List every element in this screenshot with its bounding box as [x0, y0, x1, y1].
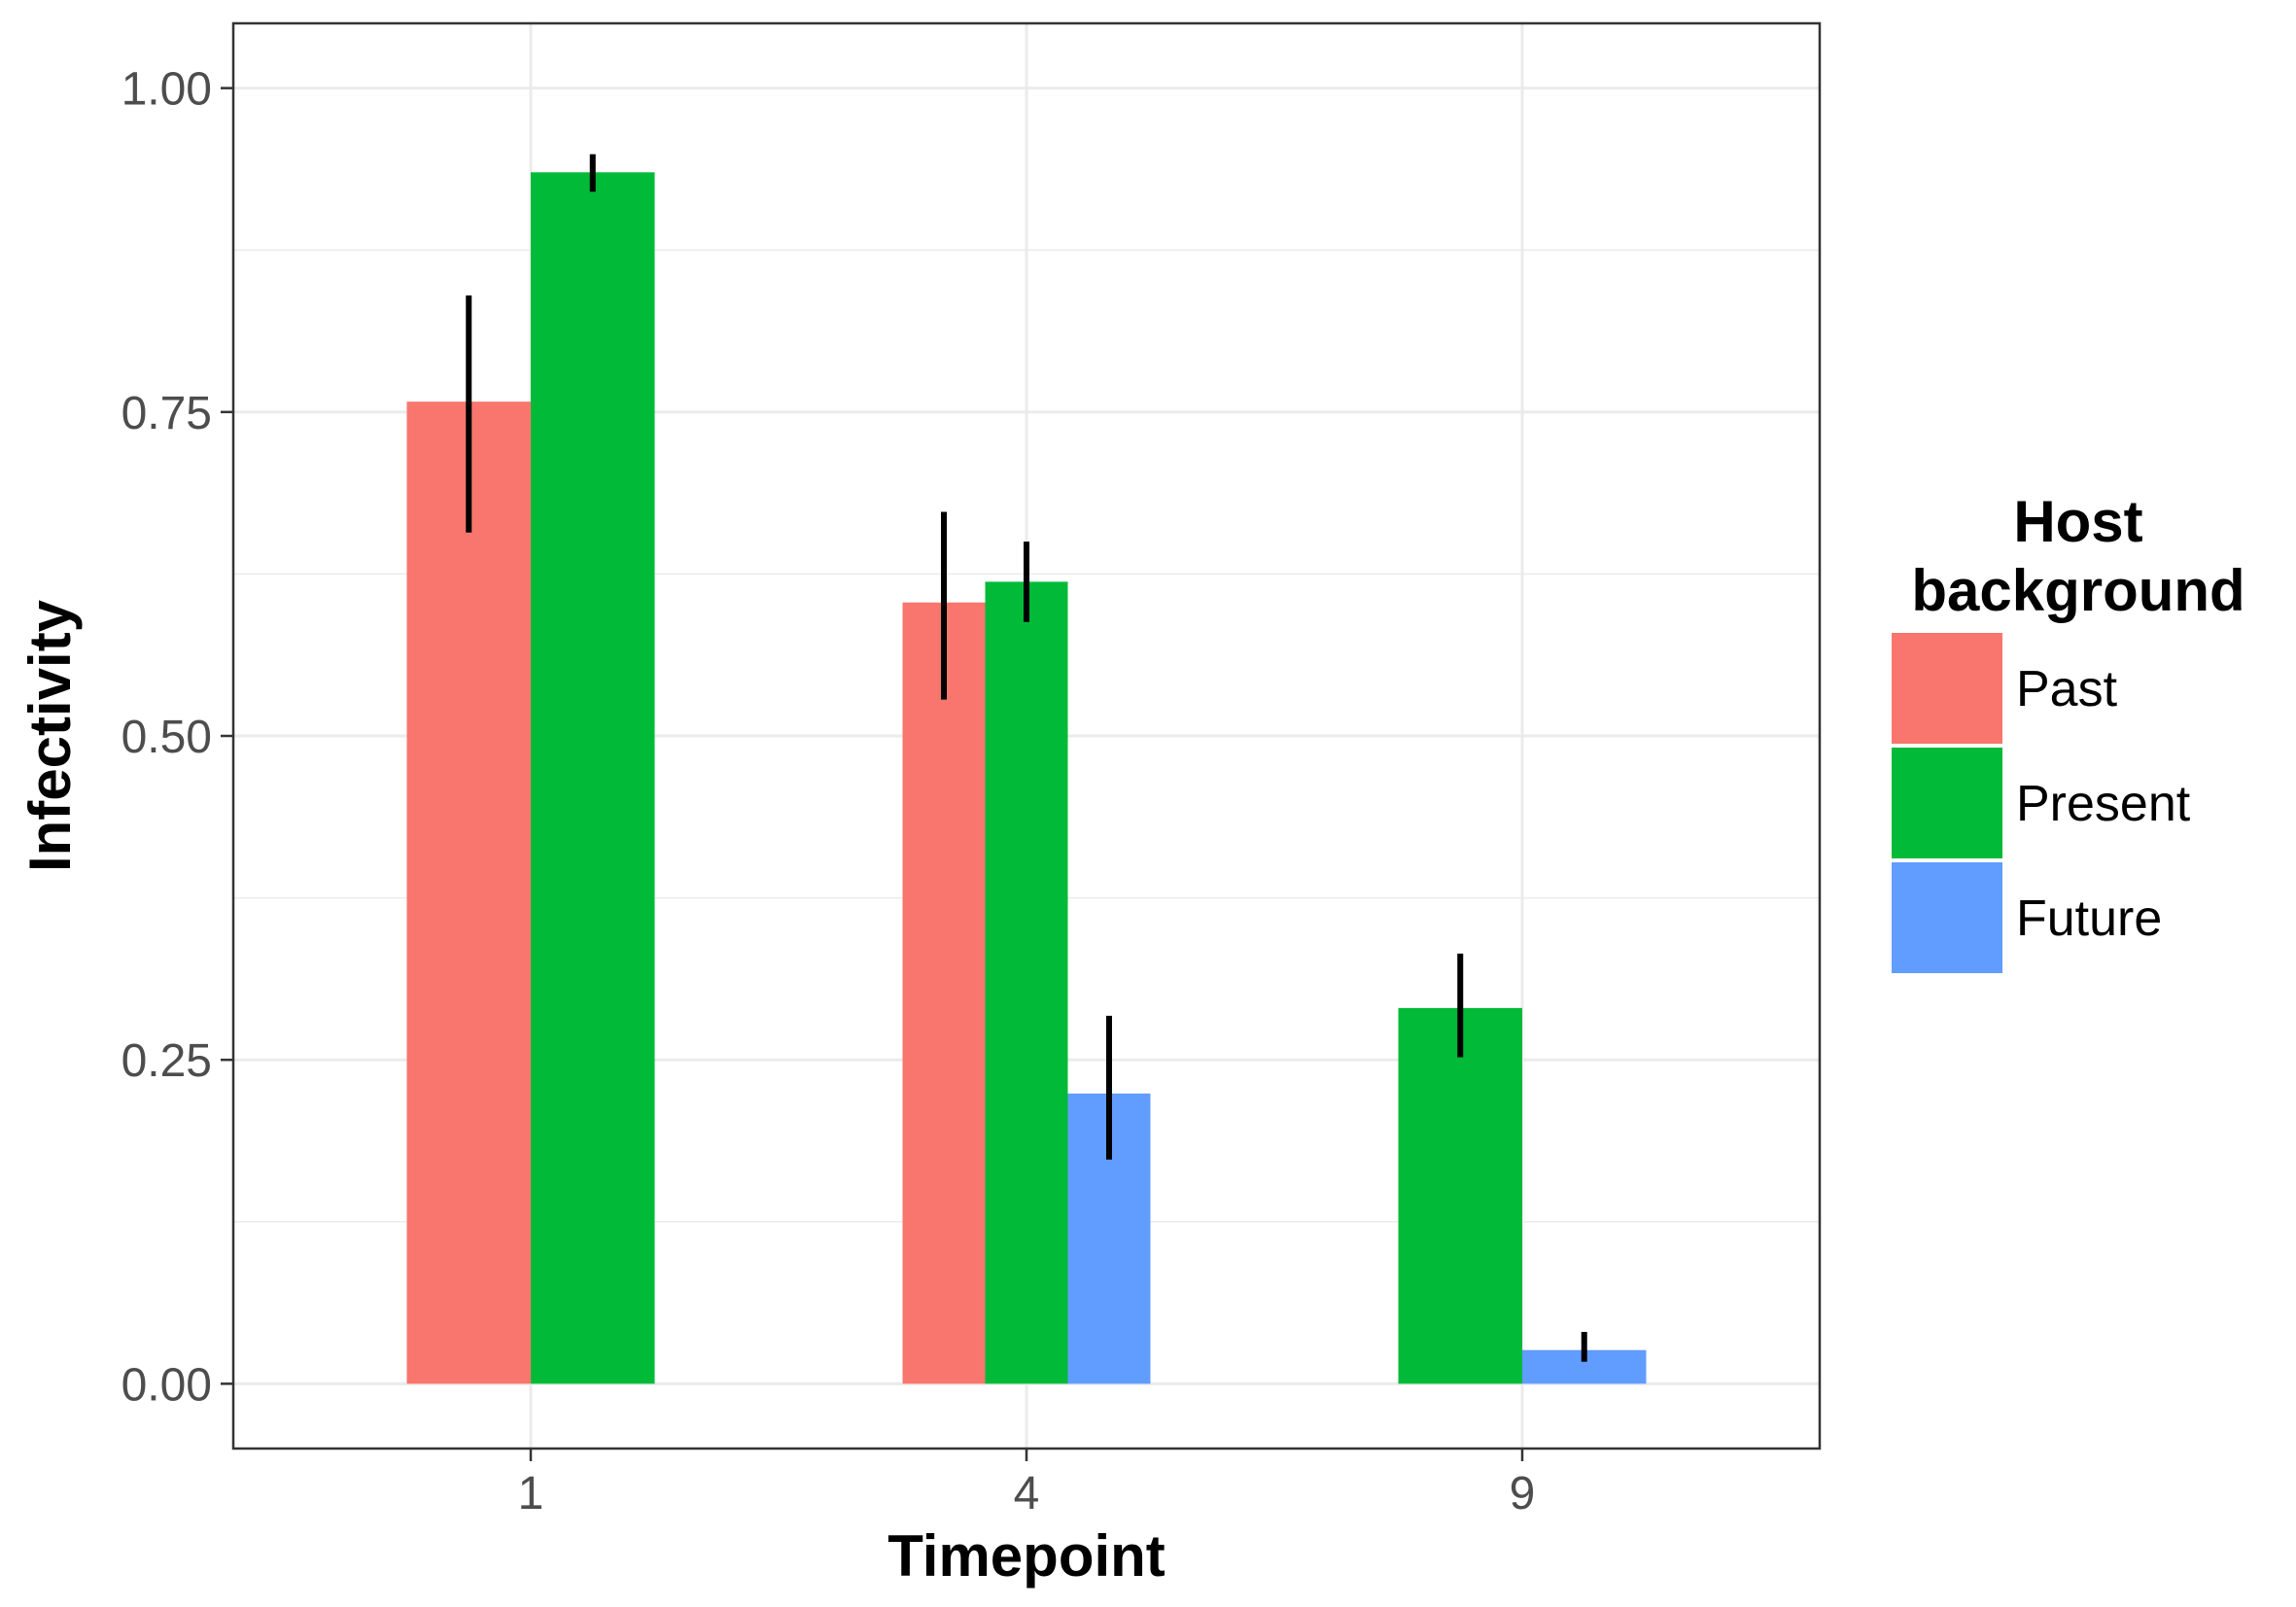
y-tick-label: 0.50 [122, 712, 212, 763]
x-tick-label: 1 [518, 1468, 544, 1520]
legend-key-past [1892, 633, 2002, 744]
y-tick-label: 0.75 [122, 388, 212, 439]
y-tick-label: 0.00 [122, 1359, 212, 1411]
y-tick-label: 0.25 [122, 1035, 212, 1087]
bar-present-t1 [531, 172, 655, 1384]
legend-items: Past Present Future [1892, 633, 2191, 973]
legend-key-present [1892, 748, 2002, 858]
legend-key-future [1892, 862, 2002, 973]
bar-past-t4 [902, 602, 986, 1384]
x-tick-label: 4 [1014, 1468, 1040, 1520]
error-bars [466, 154, 1587, 1362]
legend: Host background Past Present Future [1892, 489, 2245, 973]
y-axis-title: Infectivity [17, 599, 83, 872]
bar-past-t1 [406, 402, 531, 1384]
legend-label-future: Future [2016, 891, 2162, 947]
legend-label-past: Past [2016, 661, 2118, 717]
x-axis-title: Timepoint [887, 1523, 1165, 1589]
legend-title-line2: background [1911, 558, 2244, 623]
bar-present-t4 [985, 581, 1068, 1384]
x-tick-label: 9 [1510, 1468, 1536, 1520]
bars [406, 172, 1647, 1384]
legend-title-line1: Host [2013, 489, 2142, 554]
y-tick-label: 1.00 [122, 64, 212, 116]
legend-label-present: Present [2016, 776, 2191, 832]
bar-present-t9 [1398, 1007, 1522, 1384]
axes: 0.00 0.25 0.50 0.75 1.00 1 4 9 [122, 64, 1536, 1520]
